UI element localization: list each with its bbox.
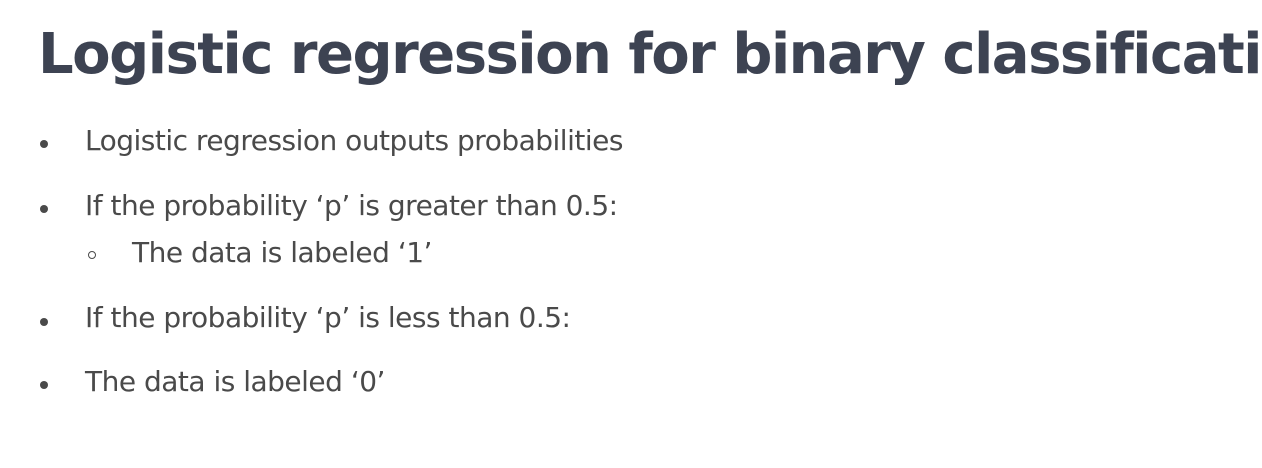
bullet-text: If the probability ‘p’ is greater than 0… — [85, 189, 618, 222]
bullet — [40, 140, 48, 148]
bullet — [40, 381, 48, 389]
bullet — [40, 205, 48, 213]
bullet-text: If the probability ‘p’ is less than 0.5: — [85, 301, 571, 334]
bullet — [40, 318, 48, 326]
title: Logistic regression for binary classific… — [38, 22, 1262, 87]
bullet-text: Logistic regression outputs probabilitie… — [85, 124, 623, 157]
bullet-text: The data is labeled ‘0’ — [85, 365, 385, 398]
sub-bullet-text: The data is labeled ‘1’ — [132, 236, 432, 269]
sub-bullet — [88, 251, 96, 259]
